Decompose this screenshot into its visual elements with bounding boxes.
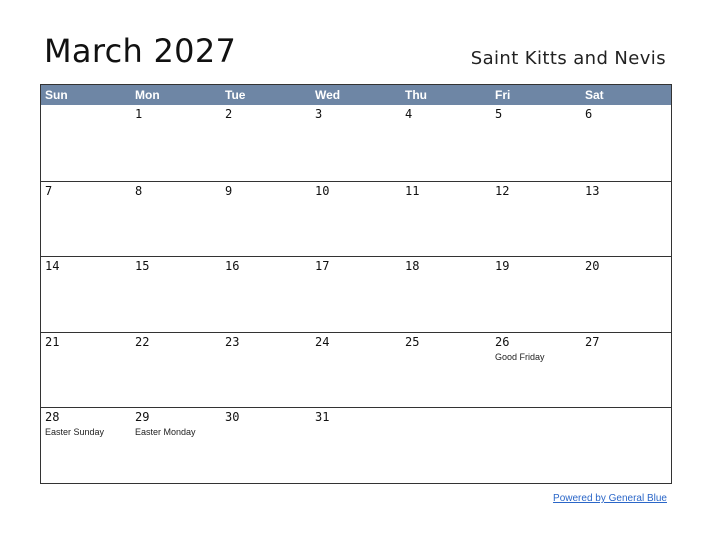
day-cell xyxy=(401,408,491,483)
day-cell: 27 xyxy=(581,333,671,408)
day-number: 13 xyxy=(585,183,600,198)
day-cell: 10 xyxy=(311,182,401,257)
day-number: 30 xyxy=(225,410,240,425)
day-cell: 8 xyxy=(131,182,221,257)
day-number: 15 xyxy=(135,259,150,274)
weekday-thu: Thu xyxy=(405,88,427,102)
day-cell: 16 xyxy=(221,257,311,332)
day-cell: 6 xyxy=(581,105,671,181)
day-number: 11 xyxy=(405,183,420,198)
day-cell: 25 xyxy=(401,333,491,408)
day-cell: 22 xyxy=(131,333,221,408)
day-number: 5 xyxy=(495,107,503,121)
day-cell: 3 xyxy=(311,105,401,181)
day-cell: 24 xyxy=(311,333,401,408)
day-cell: 7 xyxy=(41,182,131,257)
week-row: 21 22 23 24 25 26 Good Friday 27 xyxy=(41,331,671,408)
day-number: 21 xyxy=(45,334,60,349)
weekday-fri: Fri xyxy=(495,88,511,102)
day-number: 8 xyxy=(135,183,143,198)
day-cell: 11 xyxy=(401,182,491,257)
day-number: 16 xyxy=(225,259,240,274)
day-number: 27 xyxy=(585,334,600,349)
day-number: 26 xyxy=(495,334,510,349)
day-number: 25 xyxy=(405,334,420,349)
weekday-wed: Wed xyxy=(315,88,341,102)
day-number: 23 xyxy=(225,334,240,349)
day-number: 10 xyxy=(315,183,330,198)
powered-by-link[interactable]: Powered by General Blue xyxy=(553,493,667,504)
weekday-sun: Sun xyxy=(45,88,68,102)
day-number: 14 xyxy=(45,259,60,274)
day-cell: 31 xyxy=(311,408,401,483)
day-cell xyxy=(581,408,671,483)
day-number: 9 xyxy=(225,183,233,198)
week-row: 1 2 3 4 5 6 xyxy=(41,105,671,181)
day-cell: 19 xyxy=(491,257,581,332)
day-number: 28 xyxy=(45,410,60,425)
day-cell: 9 xyxy=(221,182,311,257)
day-cell: 12 xyxy=(491,182,581,257)
day-number: 2 xyxy=(225,107,233,121)
day-number: 7 xyxy=(45,183,53,198)
day-number: 24 xyxy=(315,334,330,349)
day-cell: 20 xyxy=(581,257,671,332)
page-title: March 2027 xyxy=(44,32,237,70)
day-number: 22 xyxy=(135,334,150,349)
day-cell: 30 xyxy=(221,408,311,483)
calendar-grid: Sun Mon Tue Wed Thu Fri Sat 1 2 3 4 5 6 7 8 9 10 1… xyxy=(40,84,672,484)
holiday-label: Easter Sunday xyxy=(45,427,105,438)
weekday-mon: Mon xyxy=(135,88,160,102)
week-row: 7 8 9 10 11 12 13 xyxy=(41,180,671,257)
week-row: 28 Easter Sunday 29 Easter Monday 30 31 xyxy=(41,407,671,483)
day-number: 31 xyxy=(315,410,330,425)
weeks-container: 1 2 3 4 5 6 7 8 9 10 11 12 13 14 15 16 17 18 19 20 21 22 23 24 2… xyxy=(41,105,671,483)
weekday-header: Sun Mon Tue Wed Thu Fri Sat xyxy=(41,85,671,105)
day-number: 1 xyxy=(135,107,143,121)
day-cell: 5 xyxy=(491,105,581,181)
day-cell: 29 Easter Monday xyxy=(131,408,221,483)
weekday-tue: Tue xyxy=(225,88,246,102)
day-cell: 28 Easter Sunday xyxy=(41,408,131,483)
week-row: 14 15 16 17 18 19 20 xyxy=(41,256,671,332)
day-number: 6 xyxy=(585,107,593,121)
holiday-label: Good Friday xyxy=(495,351,545,362)
day-cell xyxy=(491,408,581,483)
day-number: 29 xyxy=(135,410,150,425)
day-number: 4 xyxy=(405,107,413,121)
day-cell: 23 xyxy=(221,333,311,408)
day-number: 19 xyxy=(495,259,510,274)
weekday-sat: Sat xyxy=(585,88,604,102)
holiday-label: Easter Monday xyxy=(135,427,196,438)
day-number: 20 xyxy=(585,259,600,274)
day-cell: 15 xyxy=(131,257,221,332)
day-cell: 2 xyxy=(221,105,311,181)
day-number: 12 xyxy=(495,183,510,198)
day-number: 3 xyxy=(315,107,323,121)
day-number: 17 xyxy=(315,259,330,274)
day-number: 18 xyxy=(405,259,420,274)
day-cell: 1 xyxy=(131,105,221,181)
day-cell: 21 xyxy=(41,333,131,408)
day-cell: 4 xyxy=(401,105,491,181)
region-name: Saint Kitts and Nevis xyxy=(470,48,666,69)
day-cell: 14 xyxy=(41,257,131,332)
day-cell: 18 xyxy=(401,257,491,332)
day-cell: 13 xyxy=(581,182,671,257)
day-cell: 26 Good Friday xyxy=(491,333,581,408)
day-cell: 17 xyxy=(311,257,401,332)
day-cell xyxy=(41,105,131,181)
